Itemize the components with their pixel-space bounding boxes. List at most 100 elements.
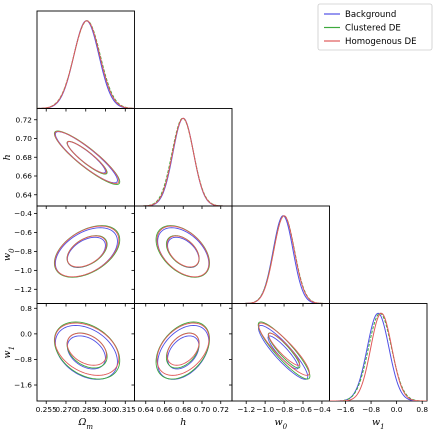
- contour-2sigma-homogenous-de: [156, 322, 210, 376]
- x-tick-label: −1.2: [237, 405, 255, 414]
- y-tick-label: 0.72: [16, 115, 32, 124]
- contour-1sigma-clustered-de: [165, 235, 200, 268]
- marginal-curve-homogenous-de: [232, 215, 330, 304]
- marginal-curve-homogenous-de: [134, 117, 232, 206]
- x-tick-label: 0.8: [416, 405, 428, 414]
- panel-w0-h: [131, 205, 233, 307]
- marginal-curve-background: [329, 312, 427, 401]
- y-axis-label-w0: w0: [2, 248, 16, 261]
- x-tick-label: 0.64: [138, 405, 155, 414]
- marginal-curve-clustered-de: [329, 312, 427, 401]
- y-tick-label: −1.0: [14, 266, 32, 275]
- marginal-curve-clustered-de: [37, 20, 135, 109]
- x-tick-label: 0.0: [391, 405, 403, 414]
- marginal-curve-background: [232, 215, 330, 304]
- series-layer: [53, 321, 121, 380]
- x-axis-label-w0: w0: [274, 417, 287, 431]
- panel-frame: [134, 205, 233, 304]
- x-tick-label: −1.0: [256, 405, 274, 414]
- series-layer: [232, 215, 330, 304]
- series-layer: [329, 312, 427, 401]
- panel-w1-h: 0.64 0.66 0.68 0.70 0.72: [131, 303, 233, 414]
- panel-h-h: [134, 108, 233, 209]
- contour-2sigma-clustered-de: [155, 225, 210, 278]
- x-axis-label-h: h: [180, 417, 186, 428]
- panel-frame: [329, 303, 428, 402]
- panel-frame: [36, 108, 135, 207]
- y-tick-label: −0.4: [14, 209, 32, 218]
- contour-2sigma-homogenous-de: [54, 322, 120, 376]
- x-tick-label: 0.72: [213, 405, 229, 414]
- contour-1sigma-homogenous-de: [268, 332, 301, 366]
- contour-1sigma-homogenous-de: [66, 332, 107, 366]
- panel-frame: [134, 108, 233, 207]
- marginal-curve-homogenous-de: [329, 312, 427, 401]
- x-tick-label: −0.4: [313, 405, 331, 414]
- contour-1sigma-background: [66, 335, 106, 370]
- marginal-curve-homogenous-de: [37, 20, 135, 109]
- contour-2sigma-clustered-de: [53, 130, 121, 185]
- contour-2sigma-clustered-de: [53, 321, 121, 380]
- y-tick-label: −0.6: [14, 228, 32, 237]
- contour-1sigma-clustered-de: [165, 332, 200, 369]
- legend-box: [317, 3, 433, 51]
- labels-layer: Ωm h w0 w1 h w0 w1: [2, 154, 385, 431]
- contour-1sigma-clustered-de: [66, 332, 108, 369]
- legend-label: Clustered DE: [345, 24, 401, 34]
- y-tick-label: 0.64: [16, 190, 33, 199]
- panel-om-om: [36, 10, 135, 112]
- x-axis-label-om: Ωm: [77, 417, 93, 431]
- legend-label: Background: [345, 10, 396, 20]
- y-tick-label: 0.0: [20, 329, 32, 338]
- panel-frame: [36, 205, 135, 304]
- y-axis-label-h: h: [2, 154, 13, 160]
- contour-2sigma-homogenous-de: [54, 130, 120, 184]
- marginal-curve-background: [134, 117, 232, 206]
- x-tick-label: 0.270: [55, 405, 76, 414]
- series-layer: [134, 117, 232, 206]
- panels-layer: 0.640.660.680.700.72−1.2−1.0−0.8−0.6−0.4…: [14, 10, 428, 414]
- contour-2sigma-background: [157, 227, 210, 278]
- contour-2sigma-homogenous-de: [54, 225, 120, 278]
- y-tick-label: −1.2: [14, 285, 32, 294]
- legend-label: Homogenous DE: [345, 37, 417, 47]
- panel-w1-w1: −1.6 −0.8 0.0 0.8: [329, 303, 428, 414]
- x-axis-label-w1: w1: [372, 417, 385, 431]
- series-layer: [257, 321, 311, 380]
- panel-h-om: 0.64 0.66 0.68 0.70 0.72: [16, 108, 135, 209]
- x-tick-label: 0.315: [115, 405, 136, 414]
- panel-w1-w0: −1.2 −1.0 −0.8 −0.6 −0.4: [229, 303, 331, 414]
- y-tick-label: 0.66: [16, 172, 33, 181]
- x-tick-label: −1.6: [337, 405, 355, 414]
- y-tick-label: −1.6: [14, 381, 32, 390]
- series-layer: [155, 321, 210, 380]
- x-tick-label: −0.8: [275, 405, 293, 414]
- x-tick-label: 0.300: [95, 405, 116, 414]
- panel-frame: [231, 303, 330, 402]
- y-tick-label: 0.70: [16, 134, 33, 143]
- series-layer: [37, 20, 135, 109]
- series-layer: [155, 225, 210, 278]
- series-layer: [53, 130, 121, 185]
- x-tick-label: 0.285: [75, 405, 96, 414]
- x-tick-label: −0.8: [362, 405, 380, 414]
- marginal-curve-background: [37, 20, 135, 109]
- contour-1sigma-homogenous-de: [166, 332, 200, 366]
- marginal-curve-clustered-de: [232, 215, 330, 304]
- y-tick-label: 0.68: [16, 153, 33, 162]
- contour-2sigma-background: [54, 227, 118, 278]
- x-tick-label: 0.70: [194, 405, 211, 414]
- contour-1sigma-background: [167, 236, 200, 268]
- contour-2sigma-homogenous-de: [258, 322, 310, 376]
- contour-2sigma-background: [54, 131, 118, 184]
- x-tick-label: 0.66: [156, 405, 173, 414]
- panel-frame: [134, 303, 233, 402]
- panel-frame: [36, 10, 135, 109]
- contour-2sigma-homogenous-de: [156, 225, 210, 278]
- contour-2sigma-background: [258, 325, 309, 380]
- panel-w0-om: −1.2 −1.0 −0.8 −0.6 −0.4: [14, 205, 135, 307]
- contour-2sigma-clustered-de: [53, 225, 121, 278]
- contour-1sigma-clustered-de: [66, 235, 108, 268]
